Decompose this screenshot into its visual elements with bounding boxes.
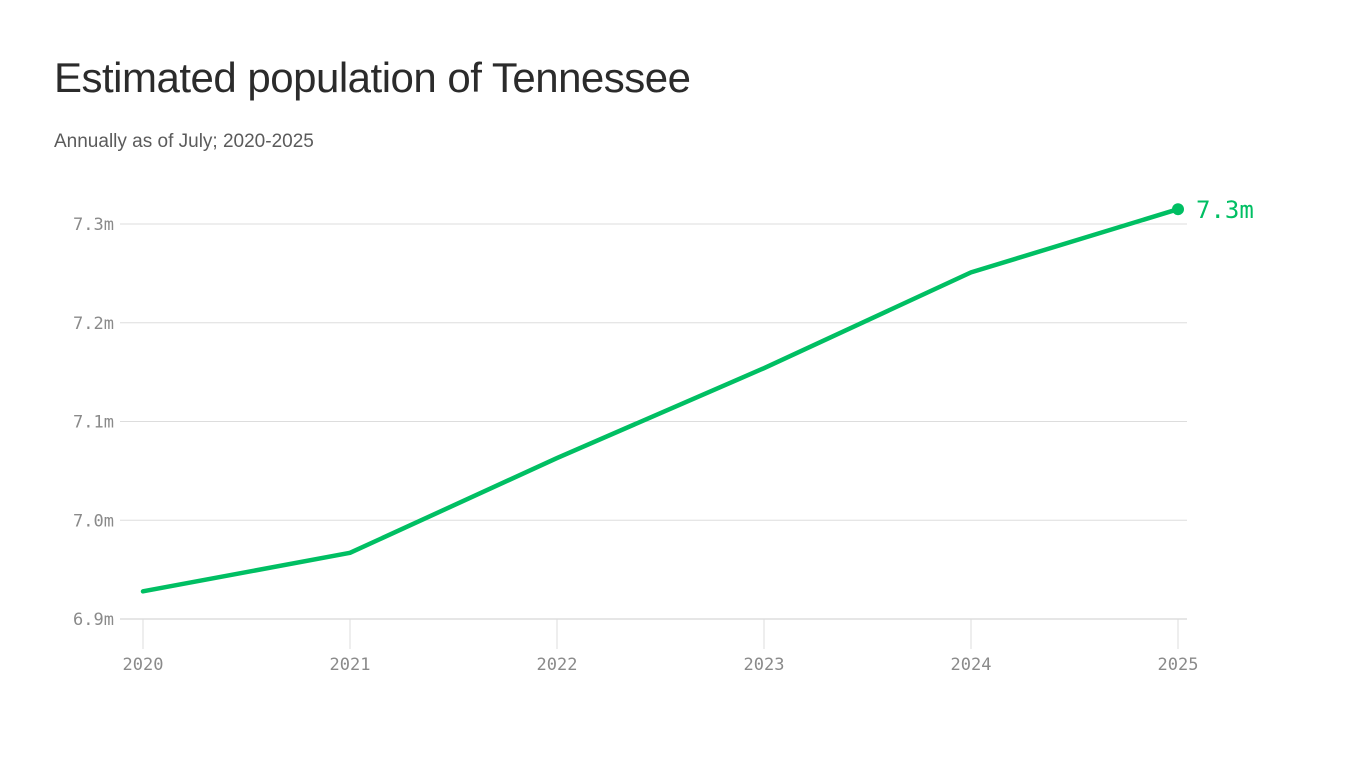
y-axis: 6.9m 7.0m 7.1m 7.2m 7.3m — [73, 215, 114, 630]
end-point-marker — [1172, 203, 1184, 216]
chart-title: Estimated population of Tennessee — [54, 54, 691, 101]
end-value-label: 7.3m — [1196, 196, 1254, 224]
x-tick-label: 2025 — [1158, 655, 1199, 675]
x-tick-label: 2024 — [951, 655, 992, 675]
series-line — [140, 206, 1181, 594]
y-tick-label: 6.9m — [73, 610, 114, 630]
x-axis: 2020 2021 2022 2023 2024 2025 — [123, 619, 1199, 675]
x-tick-label: 2023 — [744, 655, 785, 675]
x-tick-label: 2021 — [330, 655, 371, 675]
series: 7.3m — [140, 196, 1254, 594]
x-tick-label: 2022 — [537, 655, 578, 675]
chart-subtitle: Annually as of July; 2020-2025 — [54, 131, 314, 152]
y-tick-label: 7.0m — [73, 511, 114, 531]
x-tick-label: 2020 — [123, 655, 164, 675]
y-tick-label: 7.3m — [73, 215, 114, 235]
y-tick-label: 7.1m — [73, 413, 114, 433]
y-tick-label: 7.2m — [73, 314, 114, 334]
gridlines — [120, 223, 1187, 620]
